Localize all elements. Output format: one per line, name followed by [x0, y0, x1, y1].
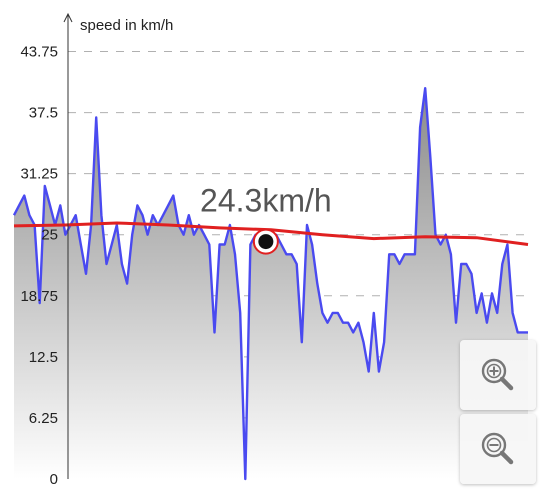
y-tick-label: 6.25: [29, 410, 58, 427]
zoom-out-icon: [481, 432, 514, 465]
y-axis-label: speed in km/h: [80, 17, 173, 34]
y-tick-label: 12.5: [29, 349, 58, 366]
zoom-in-button[interactable]: [460, 340, 536, 410]
y-tick-label: 25: [41, 227, 58, 244]
y-tick-label: 43.75: [20, 44, 58, 61]
zoom-out-button[interactable]: [460, 414, 536, 484]
y-tick-label: 0: [50, 471, 58, 488]
y-tick-label: 31.25: [20, 166, 58, 183]
speed-area: [14, 88, 528, 479]
selected-value-label: 24.3km/h: [200, 183, 332, 219]
selection-marker: [258, 234, 274, 250]
zoom-in-icon: [481, 358, 514, 391]
y-tick-label: 18.75: [20, 288, 58, 305]
y-tick-label: 37.5: [29, 105, 58, 122]
y-axis-arrow: [63, 12, 73, 23]
